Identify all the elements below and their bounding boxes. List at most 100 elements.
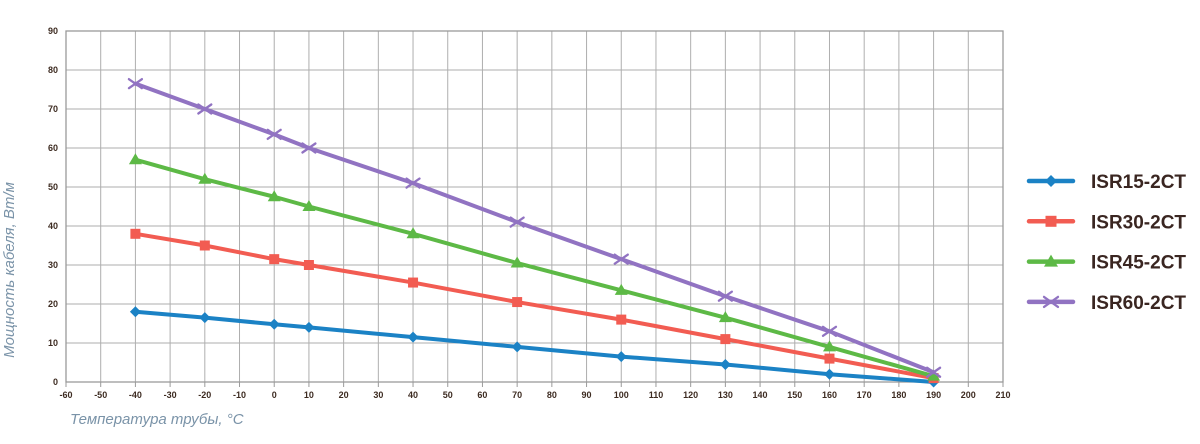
- x-tick-label: -60: [59, 390, 72, 400]
- triangle-marker: [510, 256, 524, 268]
- legend-item-isr45-2ct: ISR45-2CT: [1026, 253, 1186, 274]
- x-marker: [127, 78, 144, 90]
- square-marker: [130, 228, 141, 239]
- x-tick-label: 70: [512, 390, 522, 400]
- legend-label: ISR15-2CT: [1091, 172, 1186, 193]
- square-marker: [824, 353, 835, 364]
- x-tick-label: 130: [718, 390, 733, 400]
- triangle-marker: [1044, 254, 1058, 267]
- diamond-marker: [199, 312, 211, 324]
- diamond-marker: [615, 351, 627, 363]
- square-marker: [269, 254, 280, 265]
- x-tick-label: 30: [373, 390, 383, 400]
- x-tick-label: 20: [339, 390, 349, 400]
- grid-layer: [65, 30, 1004, 383]
- x-tick-label: 80: [547, 390, 557, 400]
- legend-label: ISR30-2CT: [1091, 212, 1186, 233]
- x-tick-label: -30: [164, 390, 177, 400]
- series-isr30-2ct: [130, 228, 939, 384]
- y-axis-title: Мощность кабеля, Вт/м: [1, 182, 18, 358]
- chart-legend: ISR15-2CT ISR30-2CT ISR45-2CT ISR60-2CT: [1026, 172, 1186, 314]
- x-tick-label: 170: [857, 390, 872, 400]
- x-tick-label: 90: [582, 390, 592, 400]
- series-line-isr15-2ct: [133, 309, 936, 384]
- x-tick-label: 60: [477, 390, 487, 400]
- x-marker: [301, 142, 317, 154]
- x-tick-label: 150: [787, 390, 802, 400]
- diamond-marker: [823, 368, 835, 380]
- triangle-marker: [128, 153, 142, 165]
- x-tick-label: 10: [304, 390, 314, 400]
- y-tick-label: 60: [48, 143, 58, 153]
- x-marker: [1042, 295, 1060, 309]
- legend-item-isr60-2ct: ISR60-2CT: [1026, 293, 1186, 314]
- diamond-marker: [1045, 175, 1057, 187]
- x-tick-label: 100: [614, 390, 629, 400]
- x-tick-label: 50: [443, 390, 453, 400]
- triangle-marker: [718, 311, 732, 323]
- y-tick-label: 20: [48, 299, 58, 309]
- square-marker: [303, 260, 314, 270]
- y-tick-label: 40: [48, 221, 58, 231]
- series-line-isr60-2ct: [133, 81, 936, 375]
- square-marker: [1045, 215, 1057, 227]
- x-tick-label: 200: [961, 390, 976, 400]
- series-line-isr30-2ct: [133, 231, 936, 381]
- diamond-marker: [268, 318, 280, 330]
- triangle-marker: [927, 369, 941, 381]
- triangle-marker: [267, 190, 281, 202]
- y-tick-label: 80: [48, 65, 58, 75]
- triangle-marker: [302, 200, 316, 211]
- x-marker: [925, 366, 942, 378]
- x-axis-title: Температура трубы, °C: [70, 411, 244, 428]
- square-marker: [720, 334, 731, 345]
- x-tick-label: -10: [233, 390, 246, 400]
- x-tick-label: -40: [129, 390, 142, 400]
- series-isr45-2ct: [128, 153, 941, 381]
- square-marker: [199, 240, 210, 251]
- x-tick-label: 120: [683, 390, 698, 400]
- x-tick-label: 190: [926, 390, 941, 400]
- diamond-marker: [303, 321, 315, 333]
- legend-label: ISR45-2CT: [1091, 253, 1186, 274]
- diamond-marker: [129, 306, 141, 318]
- x-tick-label: 160: [822, 390, 837, 400]
- x-tick-label: 210: [995, 390, 1010, 400]
- legend-label: ISR60-2CT: [1091, 293, 1186, 314]
- x-tick-label: 40: [408, 390, 418, 400]
- triangle-marker: [198, 172, 212, 184]
- x-tick-label: 110: [649, 390, 664, 400]
- series-line-isr45-2ct: [133, 157, 936, 379]
- legend-item-isr30-2ct: ISR30-2CT: [1026, 212, 1186, 233]
- x-marker: [821, 325, 838, 337]
- x-marker: [613, 253, 629, 265]
- x-marker: [197, 103, 213, 115]
- square-marker: [616, 314, 627, 325]
- triangle-marker: [614, 283, 628, 295]
- legend-item-isr15-2ct: ISR15-2CT: [1026, 172, 1186, 193]
- diamond-marker: [511, 341, 523, 353]
- square-marker: [408, 277, 419, 288]
- y-tick-label: 0: [53, 377, 58, 387]
- series-layer: [127, 78, 942, 388]
- y-tick-label: 90: [48, 26, 58, 36]
- square-marker: [512, 297, 523, 308]
- diamond-marker: [719, 358, 731, 370]
- plot-border: [65, 30, 1004, 383]
- diamond-marker: [407, 331, 419, 343]
- series-isr15-2ct: [129, 306, 940, 388]
- x-tick-label: -50: [94, 390, 107, 400]
- triangle-marker: [406, 227, 420, 239]
- x-marker: [266, 128, 282, 141]
- x-tick-label: -20: [198, 390, 211, 400]
- x-tick-label: 180: [891, 390, 906, 400]
- x-marker: [509, 216, 525, 228]
- axis-tick-layer: -60 -50 -40 -30 -20 -10 0 10 20 30 40 50 60 70 80 90 100…: [48, 26, 1011, 400]
- x-marker: [717, 290, 734, 302]
- y-tick-label: 50: [48, 182, 58, 192]
- triangle-marker: [822, 340, 836, 352]
- x-tick-label: 140: [753, 390, 768, 400]
- x-marker: [405, 177, 421, 189]
